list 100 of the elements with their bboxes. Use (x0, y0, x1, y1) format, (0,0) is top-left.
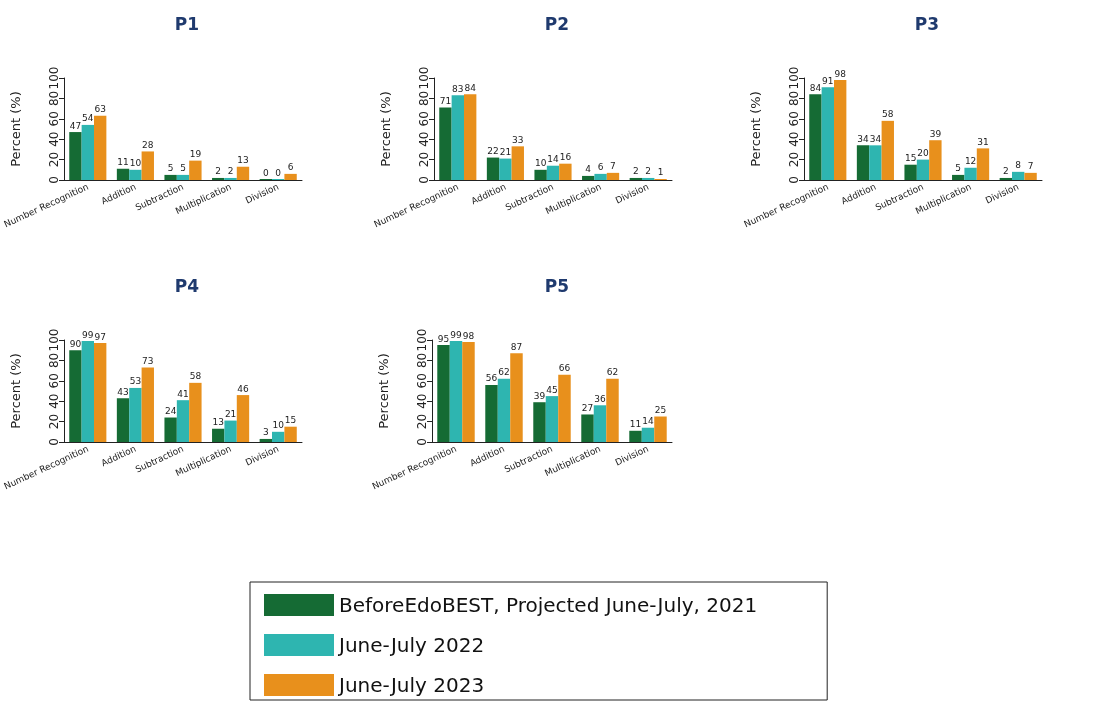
bar (582, 175, 595, 180)
bar (834, 80, 847, 180)
y-tick-label: 100 (47, 66, 62, 90)
data-label: 2 (215, 166, 222, 177)
bar (224, 177, 237, 180)
bar (629, 430, 642, 442)
bar (809, 94, 822, 180)
bar (1012, 171, 1025, 180)
legend-label: BeforeEdoBEST, Projected June-July, 2021 (339, 593, 758, 617)
data-label: 6 (287, 162, 294, 173)
data-label: 39 (929, 128, 942, 139)
data-label: 7 (610, 161, 616, 172)
data-label: 15 (284, 415, 297, 426)
y-tick-label: 100 (415, 328, 429, 352)
data-label: 3 (262, 427, 269, 438)
data-label: 19 (189, 149, 202, 160)
bar (449, 341, 463, 442)
bar (654, 416, 667, 442)
y-tick-label: 60 (47, 111, 62, 127)
data-label: 73 (142, 356, 154, 367)
bar (451, 95, 464, 180)
bar (545, 396, 559, 442)
data-label: 66 (558, 363, 571, 374)
data-label: 62 (606, 367, 619, 378)
data-label: 11 (629, 419, 642, 430)
y-tick-label: 100 (417, 66, 432, 90)
y-tick-label: 20 (47, 413, 62, 430)
data-label: 8 (1015, 160, 1022, 171)
legend-label: June-July 2023 (337, 673, 485, 697)
data-label: 31 (977, 136, 989, 147)
bar (964, 167, 977, 180)
y-tick-label: 80 (415, 352, 429, 369)
data-label: 36 (594, 393, 606, 404)
data-label: 22 (487, 146, 499, 157)
bar (485, 384, 498, 442)
data-label: 84 (464, 82, 477, 93)
bar (189, 160, 202, 180)
bar (462, 342, 475, 442)
data-label: 91 (822, 75, 834, 86)
bar (534, 169, 547, 180)
data-label: 16 (559, 152, 572, 163)
bar (129, 169, 142, 180)
y-tick-label: 80 (417, 90, 432, 107)
data-label: 5 (955, 163, 962, 174)
data-label: 62 (498, 367, 510, 378)
y-axis-title: Percent (%) (8, 91, 24, 167)
data-label: 90 (69, 338, 82, 349)
data-label: 33 (512, 134, 524, 145)
y-tick-label: 0 (787, 176, 802, 184)
y-tick-label: 100 (47, 328, 62, 352)
y-tick-label: 60 (417, 111, 432, 127)
bar (164, 417, 177, 442)
bar (259, 438, 273, 442)
data-label: 14 (642, 416, 654, 427)
bar (533, 402, 546, 442)
y-axis-title: Percent (%) (378, 91, 394, 167)
chart-title: P1 (174, 13, 200, 34)
bar (439, 107, 452, 180)
y-tick-label: 60 (415, 373, 429, 389)
bar (642, 177, 655, 180)
data-label: 34 (857, 133, 870, 144)
bar (284, 426, 297, 442)
data-label: 47 (69, 120, 82, 131)
bar (999, 177, 1013, 180)
bar (606, 172, 620, 180)
y-tick-label: 40 (417, 131, 432, 147)
bar (81, 124, 94, 180)
data-label: 20 (917, 148, 930, 159)
bar (510, 353, 523, 442)
y-tick-label: 80 (47, 352, 62, 369)
y-tick-label: 20 (787, 151, 802, 168)
bar (116, 168, 130, 180)
bar (129, 387, 142, 442)
bar (856, 145, 870, 180)
bar (929, 140, 942, 180)
data-label: 2 (227, 166, 234, 177)
bar (869, 145, 882, 180)
data-label: 21 (224, 409, 237, 420)
bar (94, 115, 107, 180)
data-label: 0 (262, 167, 269, 178)
data-label: 5 (180, 163, 186, 174)
data-label: 39 (533, 390, 546, 401)
bar (497, 378, 511, 442)
data-label: 34 (869, 133, 882, 144)
bar (141, 367, 154, 442)
bar (284, 173, 297, 180)
bar (272, 431, 285, 442)
bar (189, 382, 202, 442)
y-tick-label: 80 (47, 90, 62, 107)
data-label: 10 (129, 158, 142, 169)
chart-title: P4 (174, 275, 200, 296)
data-label: 84 (809, 82, 822, 93)
data-label: 83 (452, 83, 464, 94)
bar (916, 159, 930, 180)
data-label: 99 (450, 329, 462, 340)
y-tick-label: 40 (787, 131, 802, 147)
bar (594, 173, 607, 180)
y-tick-label: 0 (415, 438, 429, 446)
data-label: 5 (167, 163, 174, 174)
data-label: 87 (510, 341, 523, 352)
